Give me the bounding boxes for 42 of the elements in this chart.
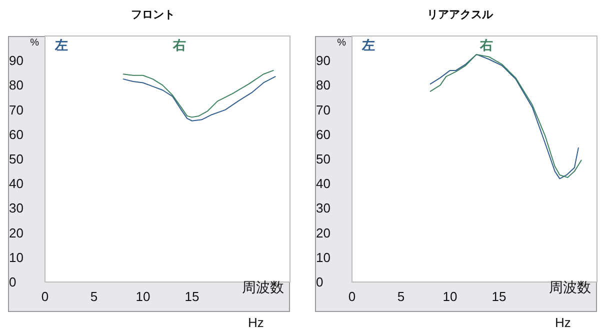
y-tick-label: 80 <box>9 78 24 93</box>
y-tick-label: 10 <box>316 250 330 265</box>
x-tick-label: 5 <box>90 289 98 304</box>
annotation: 周波数 <box>242 280 284 296</box>
x-tick-label: 15 <box>184 289 200 304</box>
y-tick-label: 90 <box>9 53 24 68</box>
y-tick-label: 0 <box>9 274 16 290</box>
line-series <box>122 70 274 118</box>
x-axis-title: Hz <box>248 315 264 329</box>
y-tick-label: 50 <box>9 152 24 166</box>
x-tick-label: 0 <box>41 289 49 304</box>
line-series <box>122 76 276 122</box>
x-tick-label: 5 <box>397 289 405 304</box>
y-tick-label: 70 <box>316 102 330 118</box>
annotation: 周波数 <box>549 280 591 296</box>
x-tick-label: 10 <box>136 289 150 304</box>
y-tick-label: 30 <box>316 200 330 216</box>
y-tick-label: 90 <box>316 53 330 68</box>
chart-title: リアアクスル <box>427 8 494 21</box>
y-tick-label: 30 <box>9 200 24 216</box>
chart-title: フロント <box>131 8 175 21</box>
x-tick-label: 15 <box>492 289 506 304</box>
text: 右 <box>172 38 186 52</box>
y-tick-label: 20 <box>9 225 24 240</box>
x-tick-label: 0 <box>348 289 356 304</box>
x-tick-label: 10 <box>442 289 458 304</box>
x-axis-title: Hz <box>555 315 571 329</box>
y-axis-title: % <box>30 38 40 48</box>
y-tick-label: 80 <box>316 78 330 93</box>
y-axis-title: % <box>337 38 346 48</box>
y-tick-label: 50 <box>316 152 330 166</box>
text: 左 <box>361 38 375 52</box>
y-tick-label: 20 <box>316 225 330 240</box>
y-tick-label: 40 <box>9 176 24 192</box>
y-tick-label: 10 <box>9 250 24 265</box>
series-label: 右 <box>479 38 493 52</box>
text: 左 <box>54 38 68 52</box>
y-tick-label: 60 <box>9 126 24 142</box>
y-tick-label: 0 <box>316 274 324 290</box>
y-tick-label: 60 <box>316 126 330 142</box>
y-tick-label: 40 <box>316 176 330 192</box>
y-tick-label: 70 <box>9 102 24 118</box>
